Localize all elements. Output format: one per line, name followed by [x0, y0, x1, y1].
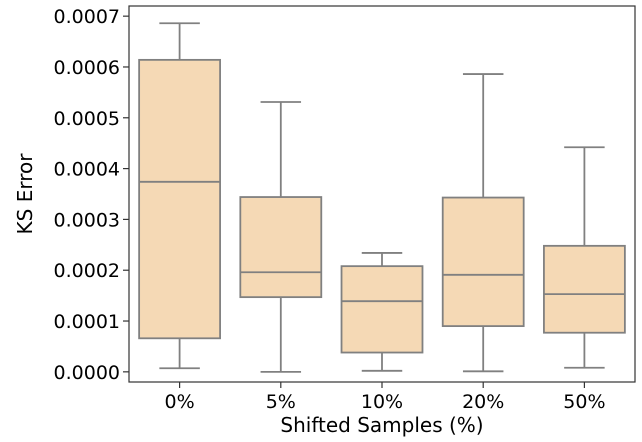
y-tick-label: 0.0006: [54, 57, 120, 79]
y-tick-label: 0.0000: [54, 362, 120, 384]
y-axis-title: KS Error: [13, 153, 37, 235]
x-axis-title: Shifted Samples (%): [280, 413, 483, 437]
y-axis: 0.0000 0.0001 0.0002 0.0003 0.0004 0.0005 0.00…: [54, 6, 129, 384]
y-tick-label: 0.0001: [54, 311, 120, 333]
y-tick-label: 0.0003: [54, 209, 120, 231]
box-5pct: [239, 101, 323, 373]
box-50pct: [543, 146, 626, 369]
y-tick-label: 0.0005: [54, 108, 120, 130]
box-iqr: [441, 196, 525, 328]
x-tick-label: 5%: [266, 391, 296, 413]
box-iqr: [138, 58, 221, 340]
x-axis: 0% 5% 10% 20% 50%: [165, 382, 606, 413]
boxes-layer: [138, 22, 626, 373]
y-tick-label: 0.0002: [54, 260, 120, 282]
box-0pct: [138, 22, 221, 370]
box-iqr: [239, 196, 323, 299]
x-tick-label: 0%: [165, 391, 195, 413]
y-tick-label: 0.0004: [54, 159, 120, 181]
x-tick-label: 10%: [361, 391, 403, 413]
box-20pct: [441, 73, 525, 373]
box-10pct: [340, 252, 424, 372]
x-tick-label: 20%: [462, 391, 504, 413]
box-iqr: [340, 265, 424, 354]
x-tick-label: 50%: [563, 391, 605, 413]
y-tick-label: 0.0007: [54, 6, 120, 28]
box-iqr: [543, 244, 626, 334]
